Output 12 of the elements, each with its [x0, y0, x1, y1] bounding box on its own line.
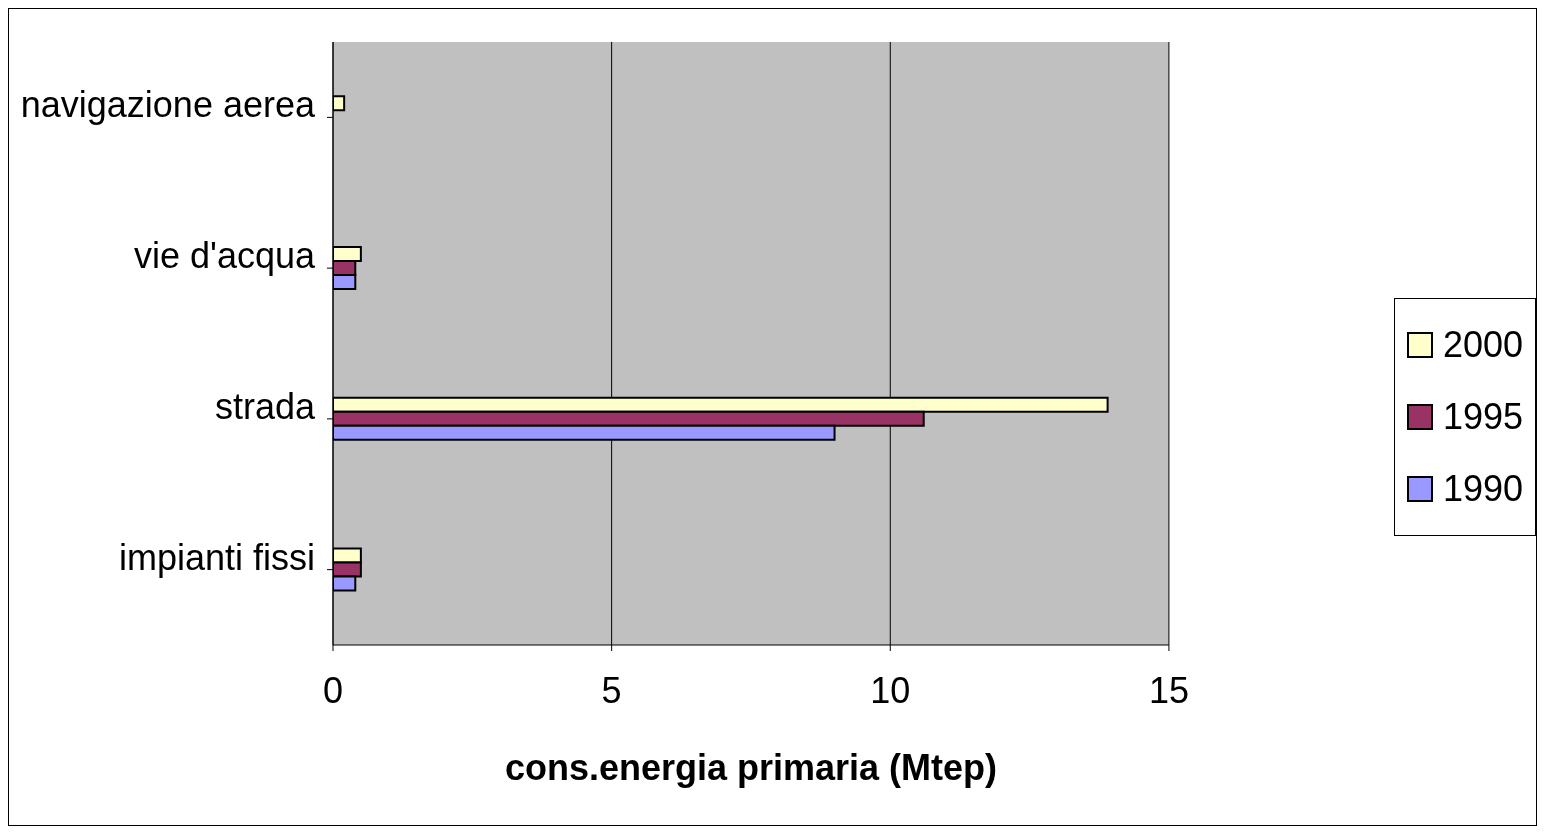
legend-label: 1990 — [1442, 468, 1523, 510]
y-tick-label: strada — [214, 385, 316, 427]
x-tick-label: 5 — [601, 669, 622, 711]
x-axis-title: cons.energia primaria (Mtep) — [504, 747, 998, 788]
y-tick-label: impianti fissi — [118, 536, 315, 578]
y-tick-label: navigazione aerea — [20, 84, 316, 126]
legend-label: 1995 — [1442, 396, 1523, 438]
legend-label: 2000 — [1442, 324, 1523, 366]
y-tick-label: vie d'acqua — [133, 235, 316, 277]
x-tick-label: 15 — [1148, 669, 1189, 711]
x-tick-label: 10 — [870, 669, 911, 711]
x-tick-label: 0 — [322, 669, 344, 711]
